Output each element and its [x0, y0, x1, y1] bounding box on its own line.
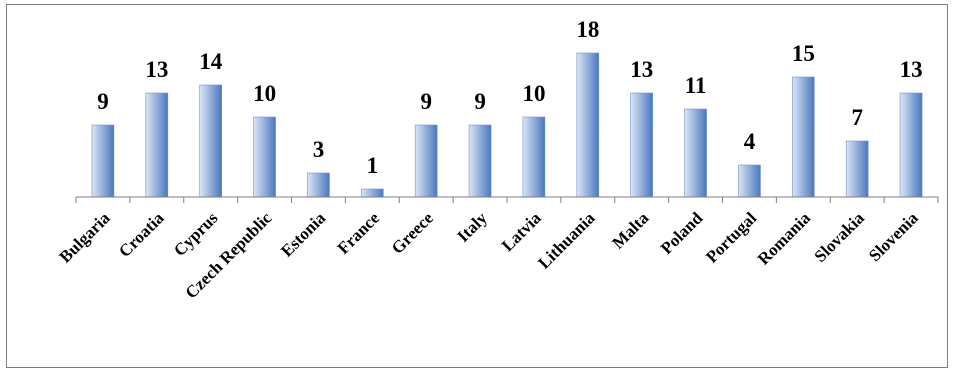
bars-group	[91, 52, 923, 198]
bar-portugal	[738, 164, 761, 198]
bar-bulgaria	[91, 124, 115, 198]
data-label-czech-republic: 10	[253, 81, 276, 106]
data-label-malta: 13	[630, 57, 653, 82]
x-tick-label-france: France	[334, 208, 384, 258]
x-tick-label-lithuania: Lithuania	[534, 208, 599, 273]
x-axis-ticks	[75, 197, 939, 203]
x-tick-label-greece: Greece	[388, 208, 438, 258]
x-tick-label-malta: Malta	[608, 208, 652, 252]
bar-latvia	[522, 116, 546, 198]
data-label-greece: 9	[420, 89, 432, 114]
x-tick-label-italy: Italy	[453, 208, 491, 246]
data-label-estonia: 3	[313, 137, 325, 162]
bar-croatia	[145, 92, 169, 198]
bar-italy	[468, 124, 492, 198]
data-label-croatia: 13	[145, 57, 168, 82]
bar-france	[361, 188, 384, 198]
x-tick-label-romania: Romania	[754, 208, 815, 269]
data-label-slovenia: 13	[900, 57, 923, 82]
data-labels-group: 9 13 14 10 3 1 9 9 10 18 13 11 4 15 7 13	[97, 17, 922, 178]
bar-slovakia	[845, 140, 869, 198]
bar-greece	[414, 124, 438, 198]
chart-frame: 9 13 14 10 3 1 9 9 10 18 13 11 4 15 7 13 Bulgaria Croati…	[6, 4, 948, 368]
x-tick-label-portugal: Portugal	[702, 208, 760, 266]
bar-romania	[792, 76, 815, 198]
data-label-slovakia: 7	[851, 105, 863, 130]
data-label-cyprus: 14	[199, 49, 223, 74]
data-label-poland: 11	[685, 73, 707, 98]
bar-lithuania	[576, 52, 600, 198]
data-label-bulgaria: 9	[97, 89, 109, 114]
data-label-france: 1	[367, 153, 379, 178]
x-tick-label-estonia: Estonia	[277, 208, 330, 261]
bar-chart: 9 13 14 10 3 1 9 9 10 18 13 11 4 15 7 13 Bulgaria Croati…	[56, 17, 939, 302]
bar-cyprus	[199, 84, 222, 198]
bar-czech-republic	[253, 116, 276, 198]
x-tick-label-latvia: Latvia	[498, 208, 545, 255]
data-label-romania: 15	[792, 41, 815, 66]
data-label-latvia: 10	[522, 81, 545, 106]
x-tick-label-poland: Poland	[657, 208, 707, 258]
bar-estonia	[307, 172, 330, 198]
x-tick-label-slovakia: Slovakia	[810, 208, 868, 266]
x-tick-label-croatia: Croatia	[115, 208, 168, 261]
data-label-italy: 9	[474, 89, 486, 114]
bar-slovenia	[899, 92, 923, 198]
data-label-lithuania: 18	[576, 17, 599, 42]
bar-malta	[630, 92, 653, 198]
x-tick-label-slovenia: Slovenia	[865, 208, 922, 265]
data-label-portugal: 4	[744, 129, 756, 154]
x-tick-label-cyprus: Cyprus	[170, 208, 222, 260]
x-tick-label-bulgaria: Bulgaria	[56, 208, 115, 267]
bar-poland	[684, 108, 707, 198]
